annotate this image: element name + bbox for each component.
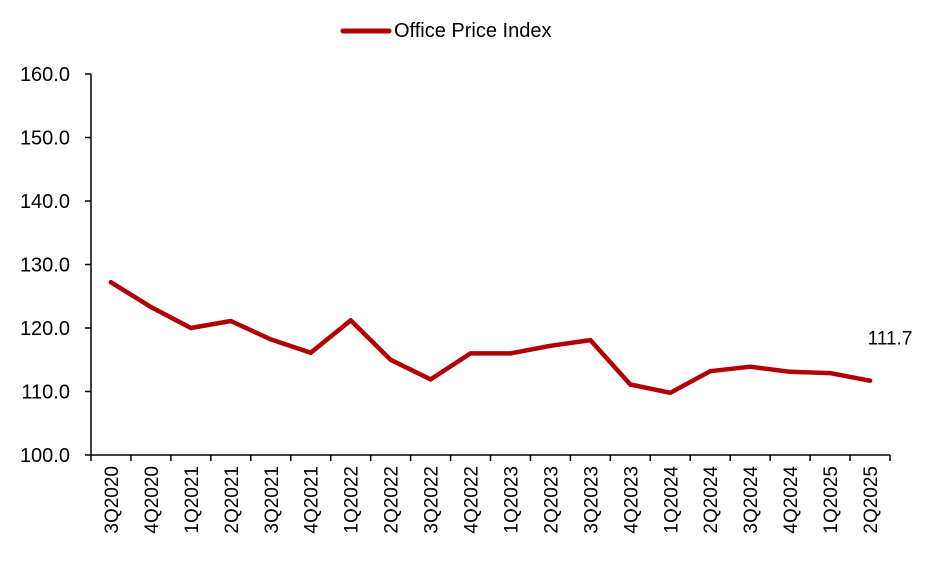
x-axis-ticks: 3Q2020 4Q2020 1Q2021 2Q2021 3Q2021 4Q2021 1Q20…	[90, 455, 891, 534]
data-point	[668, 390, 673, 395]
x-tick-label: 3Q2024	[741, 466, 762, 534]
y-tick-label: 160.0	[20, 64, 70, 86]
x-tick-label: 2Q2021	[222, 466, 243, 534]
x-tick-label: 4Q2023	[621, 466, 642, 534]
data-point	[548, 343, 553, 348]
series-group	[108, 280, 873, 396]
y-tick-label: 140.0	[20, 191, 70, 213]
x-tick-label: 4Q2024	[781, 466, 802, 534]
data-point	[148, 304, 154, 310]
data-point	[388, 357, 393, 362]
data-point	[428, 377, 433, 382]
data-point	[827, 370, 833, 376]
x-tick-label: 3Q2021	[262, 466, 283, 534]
data-point	[228, 318, 234, 324]
y-tick-label: 150.0	[20, 128, 70, 150]
y-tick-label: 100.0	[20, 445, 70, 467]
data-point	[628, 382, 633, 387]
data-point	[188, 325, 194, 331]
data-point	[468, 351, 473, 356]
series-line	[108, 280, 873, 396]
x-tick-label: 1Q2023	[501, 466, 522, 534]
y-tick-label: 130.0	[20, 255, 70, 277]
x-tick-label: 3Q2023	[581, 466, 602, 534]
x-tick-label: 2Q2024	[701, 466, 722, 534]
data-label: 111.7	[868, 329, 913, 350]
data-point	[787, 369, 793, 375]
x-tick-label: 1Q2022	[342, 466, 363, 534]
x-tick-label: 2Q2022	[382, 466, 403, 534]
x-tick-label: 2Q2023	[541, 466, 562, 534]
data-point	[108, 280, 114, 285]
y-tick-label: 120.0	[20, 318, 70, 340]
x-tick-label: 2Q2025	[861, 466, 882, 534]
axes	[90, 74, 890, 456]
legend: Office Price Index	[340, 20, 551, 42]
x-tick-label: 4Q2021	[302, 466, 323, 534]
data-point	[308, 350, 313, 355]
data-point	[268, 337, 273, 342]
x-tick-label: 1Q2025	[821, 466, 842, 534]
data-point	[508, 351, 513, 356]
x-tick-label: 3Q2020	[102, 466, 123, 534]
data-point	[747, 364, 753, 369]
y-axis-ticks: 100.0 110.0 120.0 130.0 140.0 150.0 160.0	[20, 64, 91, 467]
x-tick-label: 4Q2022	[462, 466, 483, 534]
annotations: 111.7	[868, 329, 913, 350]
data-point	[867, 378, 873, 383]
x-tick-label: 4Q2020	[142, 466, 163, 534]
x-tick-label: 3Q2022	[422, 466, 443, 534]
x-tick-label: 1Q2024	[661, 466, 682, 534]
data-point	[588, 337, 593, 343]
legend-label: Office Price Index	[394, 20, 551, 42]
data-point	[708, 368, 713, 374]
data-point	[348, 318, 353, 323]
y-tick-label: 110.0	[21, 382, 70, 404]
x-tick-label: 1Q2021	[182, 466, 203, 534]
